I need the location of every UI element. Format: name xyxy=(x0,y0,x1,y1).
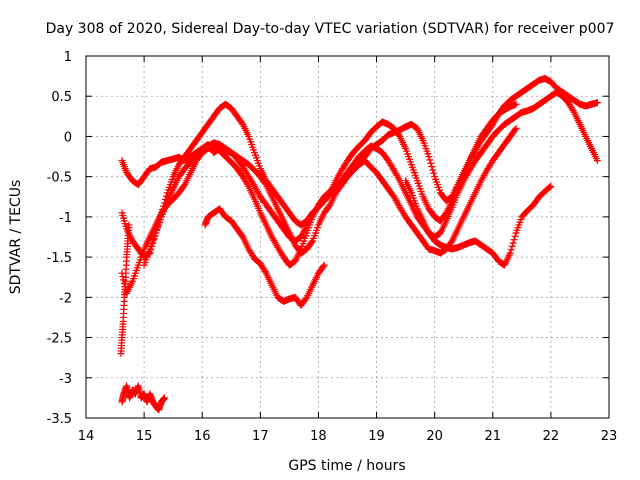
series-sat-E xyxy=(201,205,328,309)
data-point xyxy=(506,249,514,257)
data-point xyxy=(319,262,327,270)
data-point xyxy=(593,99,601,107)
y-tick-label: 0.5 xyxy=(51,90,72,105)
x-tick-label: 22 xyxy=(543,429,560,444)
x-axis-label: GPS time / hours xyxy=(288,458,405,474)
data-point xyxy=(593,157,601,165)
data-point xyxy=(429,166,437,174)
y-tick-label: -3.5 xyxy=(47,412,72,427)
series-sat-D xyxy=(118,124,520,297)
data-point xyxy=(428,163,436,171)
y-tick-label: -1 xyxy=(59,211,72,226)
data-point xyxy=(320,261,328,269)
data-point xyxy=(244,181,252,189)
data-point xyxy=(547,182,555,190)
data-point xyxy=(426,156,434,164)
data-point xyxy=(425,153,433,161)
data-point xyxy=(546,183,554,191)
x-tick-labels: 14 15 16 17 18 19 20 21 22 23 xyxy=(78,429,618,444)
x-tick-label: 15 xyxy=(136,429,153,444)
data-point xyxy=(261,268,269,276)
data-point xyxy=(427,159,435,167)
data-point xyxy=(308,238,316,246)
x-tick-label: 16 xyxy=(194,429,211,444)
chart-title: Day 308 of 2020, Sidereal Day-to-day VTE… xyxy=(46,21,615,37)
x-tick-label: 18 xyxy=(310,429,327,444)
data-point xyxy=(125,221,133,229)
y-tick-label: 1 xyxy=(64,50,72,65)
data-point xyxy=(569,107,577,115)
y-tick-label: -2 xyxy=(59,291,72,306)
data-point xyxy=(508,242,516,250)
x-tick-label: 14 xyxy=(78,429,95,444)
data-point xyxy=(511,126,519,134)
y-tick-label: 0 xyxy=(64,130,72,145)
x-tick-label: 17 xyxy=(252,429,269,444)
y-tick-label: -0.5 xyxy=(47,171,72,186)
series-sat-F xyxy=(402,177,555,269)
data-point xyxy=(507,246,515,254)
y-axis-label: SDTVAR / TECUs xyxy=(8,180,24,295)
x-tick-label: 23 xyxy=(601,429,618,444)
data-point xyxy=(430,169,438,177)
y-tick-label: -1.5 xyxy=(47,251,72,266)
data-point xyxy=(509,239,517,247)
plot-frame xyxy=(85,55,610,419)
x-tick-label: 20 xyxy=(426,429,443,444)
data-point xyxy=(512,100,520,108)
series-sat-H xyxy=(117,221,133,358)
x-tick-label: 21 xyxy=(485,429,502,444)
y-tick-labels: 1 0.5 0 -0.5 -1 -1.5 -2 -2.5 -3 -3.5 xyxy=(47,50,72,427)
x-tick-label: 19 xyxy=(368,429,385,444)
data-point xyxy=(510,236,518,244)
data-point xyxy=(160,394,168,402)
data-point xyxy=(512,124,520,132)
data-marks xyxy=(117,75,601,414)
y-tick-label: -3 xyxy=(59,372,72,387)
series-sat-G xyxy=(118,382,168,414)
data-point xyxy=(511,232,519,240)
y-tick-label: -2.5 xyxy=(47,332,72,347)
axis-ticks xyxy=(85,55,610,419)
